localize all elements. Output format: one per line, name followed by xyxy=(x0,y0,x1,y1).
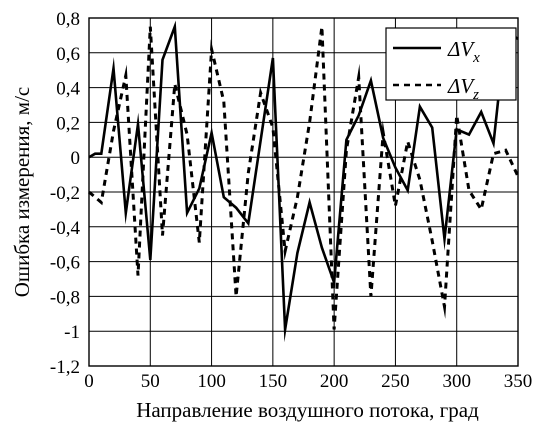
x-tick-label: 100 xyxy=(197,371,226,392)
y-axis-label: Ошибка измерения, м/с xyxy=(10,87,34,297)
legend-label-dvz: ΔVz xyxy=(447,74,479,103)
y-tick-labels: 0,8 0,6 0,4 0,2 0 -0,2 -0,4 -0,6 -0,8 -1 -1,2 xyxy=(50,9,81,378)
x-tick-label: 0 xyxy=(84,371,94,392)
legend: ΔVx ΔVz xyxy=(385,27,517,103)
x-axis-label: Направление воздушного потока, град xyxy=(136,398,479,422)
y-tick-label: -0,4 xyxy=(50,218,81,239)
x-tick-label: 150 xyxy=(259,371,288,392)
y-tick-label: 0,4 xyxy=(56,79,80,100)
y-tick-label: 0,8 xyxy=(56,9,80,30)
y-tick-label: 0,6 xyxy=(56,44,80,65)
y-tick-label: -0,6 xyxy=(50,253,80,274)
plot-frame xyxy=(88,17,519,367)
y-tick-label: -0,2 xyxy=(50,183,80,204)
legend-box xyxy=(385,27,517,101)
x-tick-label: 300 xyxy=(442,371,471,392)
x-tick-label: 350 xyxy=(504,371,533,392)
series-line-dvz xyxy=(88,26,520,330)
y-tick-label: 0,2 xyxy=(56,113,80,134)
series-layer xyxy=(88,20,520,343)
series-line-dvx xyxy=(88,20,519,343)
x-tick-labels: 0 50 100 150 200 250 300 350 xyxy=(84,371,532,392)
legend-label-dvx: ΔVx xyxy=(447,37,480,66)
y-tick-label: -1 xyxy=(64,322,80,343)
x-tick-label: 50 xyxy=(141,371,160,392)
x-tick-label: 250 xyxy=(381,371,410,392)
y-tick-label: -1,2 xyxy=(50,357,80,378)
x-tick-label: 200 xyxy=(320,371,349,392)
y-tick-label: 0 xyxy=(71,148,81,169)
y-tick-label: -0,8 xyxy=(50,287,80,308)
